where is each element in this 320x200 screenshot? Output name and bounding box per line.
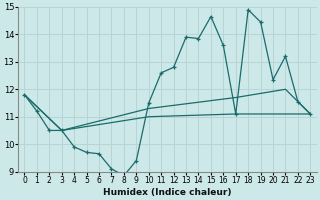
X-axis label: Humidex (Indice chaleur): Humidex (Indice chaleur)	[103, 188, 232, 197]
